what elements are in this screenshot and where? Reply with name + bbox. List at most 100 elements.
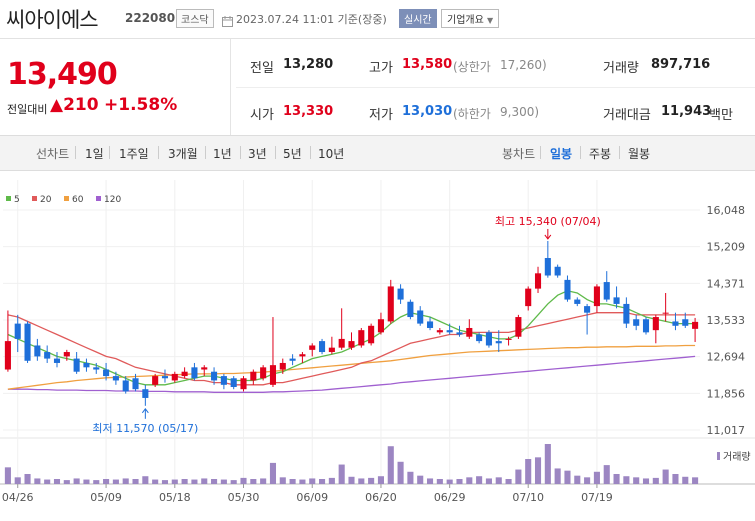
volume-label: 거래량 bbox=[723, 451, 751, 463]
volume-bar bbox=[34, 478, 41, 484]
corp-info-button[interactable]: 기업개요 ▼ bbox=[441, 9, 500, 28]
volume-bar bbox=[377, 476, 384, 484]
candle-chart-label: 봉차트 bbox=[502, 147, 536, 161]
candle-body bbox=[53, 358, 61, 363]
change-label: 전일대비 bbox=[7, 103, 48, 116]
candle-body bbox=[63, 352, 70, 357]
volume-bar bbox=[495, 477, 502, 484]
candlestick-chart: 16,048 15,209 14,371 13,533 12,694 11,856 11,0… bbox=[0, 180, 755, 504]
legend-swatch bbox=[32, 196, 37, 201]
x-tick-label: 06/20 bbox=[365, 491, 397, 504]
open-value: 13,330 bbox=[283, 104, 334, 119]
stock-name: 씨아이에스 bbox=[6, 8, 99, 32]
min-arrow-head bbox=[141, 407, 149, 414]
divider bbox=[230, 39, 231, 135]
x-tick-label: 05/18 bbox=[159, 491, 191, 504]
candle-body bbox=[662, 312, 669, 314]
ma120-line bbox=[7, 355, 696, 393]
line-chart-button[interactable]: 선차트 bbox=[36, 147, 70, 161]
legend-swatch bbox=[64, 196, 69, 201]
candle-body bbox=[309, 345, 316, 350]
corp-info-label: 기업개요 bbox=[447, 15, 484, 26]
candle-body bbox=[34, 345, 41, 357]
candle-body bbox=[515, 317, 522, 337]
x-tick-label: 04/26 bbox=[2, 491, 34, 504]
divider bbox=[619, 146, 620, 159]
candle-body bbox=[211, 371, 218, 381]
volume-bar bbox=[584, 477, 591, 484]
candle-body bbox=[426, 321, 434, 328]
volume-bar bbox=[112, 479, 119, 484]
x-tick-label: 07/19 bbox=[581, 491, 613, 504]
candle-body bbox=[230, 378, 237, 388]
volume-bar bbox=[672, 474, 679, 484]
candle-body bbox=[161, 376, 169, 379]
period-3m[interactable]: 3개월 bbox=[168, 147, 198, 161]
lower-limit-label: (하한가 bbox=[453, 107, 491, 121]
period-3y[interactable]: 3년 bbox=[248, 147, 267, 161]
volume-bar bbox=[593, 471, 600, 484]
candle-body bbox=[338, 338, 345, 348]
volume-bar bbox=[613, 474, 620, 484]
y-tick-label: 11,856 bbox=[707, 387, 746, 400]
y-tick-label: 15,209 bbox=[707, 241, 746, 254]
volume-bar bbox=[24, 474, 31, 484]
candle-body bbox=[534, 273, 542, 289]
upper-limit-value: 17,260) bbox=[500, 58, 547, 72]
volume-bar bbox=[83, 479, 90, 484]
period-5y[interactable]: 5년 bbox=[283, 147, 302, 161]
candle-body bbox=[132, 378, 139, 390]
period-1w[interactable]: 1주일 bbox=[119, 147, 149, 161]
realtime-button[interactable]: 실시간 bbox=[399, 9, 437, 28]
volume-bar bbox=[476, 476, 483, 484]
stock-code: 222080 bbox=[125, 11, 176, 25]
volume-bar bbox=[73, 478, 80, 484]
volume-bar bbox=[299, 479, 306, 484]
market-badge: 코스닥 bbox=[176, 9, 214, 28]
volume-bar bbox=[417, 475, 424, 484]
max-annotation: 최고 15,340 (07/04) bbox=[495, 215, 601, 228]
volume-bar bbox=[692, 477, 699, 484]
volume-bar bbox=[152, 479, 159, 484]
volume-bar bbox=[309, 478, 316, 484]
volume-bar bbox=[574, 475, 581, 484]
divider bbox=[158, 146, 159, 159]
candle-body bbox=[24, 323, 31, 361]
volume-bar bbox=[63, 480, 70, 484]
calendar-icon bbox=[222, 12, 233, 27]
y-tick-label: 13,533 bbox=[707, 314, 746, 327]
candle-body bbox=[436, 330, 443, 333]
volume-bar bbox=[269, 462, 277, 484]
volume-bar bbox=[426, 478, 434, 484]
candle-body bbox=[387, 286, 394, 322]
candle-body bbox=[544, 258, 551, 276]
volume-bar bbox=[436, 479, 443, 484]
high-value: 13,580 bbox=[402, 57, 453, 72]
candle-monthly[interactable]: 월봉 bbox=[628, 147, 651, 161]
candle-body bbox=[593, 286, 600, 307]
volume-bar bbox=[211, 479, 218, 484]
divider bbox=[310, 146, 311, 159]
candle-body bbox=[613, 297, 620, 304]
candle-weekly[interactable]: 주봉 bbox=[589, 147, 612, 161]
period-1y[interactable]: 1년 bbox=[213, 147, 232, 161]
x-tick-label: 06/09 bbox=[296, 491, 328, 504]
candle-body bbox=[181, 371, 188, 377]
candle-body bbox=[83, 362, 90, 368]
open-label: 시가 bbox=[250, 108, 274, 123]
period-10y[interactable]: 10년 bbox=[318, 147, 345, 161]
candle-body bbox=[201, 367, 208, 370]
volume-bar bbox=[466, 477, 473, 484]
period-1d[interactable]: 1일 bbox=[85, 147, 104, 161]
legend-label: 60 bbox=[72, 195, 84, 205]
candle-body bbox=[476, 334, 483, 342]
candle-body bbox=[348, 341, 355, 348]
volume-bar bbox=[633, 477, 640, 484]
candle-body bbox=[191, 367, 198, 379]
candle-body bbox=[495, 341, 502, 344]
candle-body bbox=[368, 325, 375, 344]
candle-body bbox=[122, 380, 129, 392]
candle-daily[interactable]: 일봉 bbox=[550, 147, 573, 161]
prev-label: 전일 bbox=[250, 61, 274, 76]
max-arrow-head bbox=[544, 234, 552, 240]
